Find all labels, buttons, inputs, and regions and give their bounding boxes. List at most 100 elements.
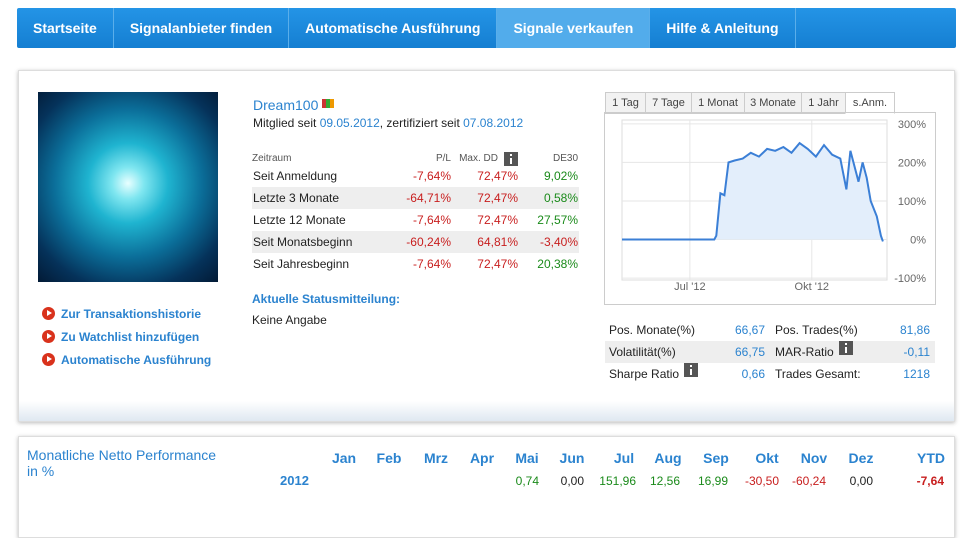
metric-label: Sharpe Ratio	[609, 363, 699, 385]
info-icon[interactable]	[838, 341, 853, 355]
area	[622, 143, 883, 242]
provider-name[interactable]: Dream100	[253, 97, 319, 113]
month-header: Mai	[515, 450, 539, 466]
stats-row: Letzte 12 Monate -7,64% 72,47% 27,57%	[252, 209, 579, 231]
stats-row: Seit Jahresbeginn -7,64% 72,47% 20,38%	[252, 253, 579, 275]
stat-value: 27,57%	[537, 213, 578, 227]
nav-bar: Startseite Signalanbieter finden Automatis…	[17, 8, 956, 48]
info-icon[interactable]	[504, 152, 518, 166]
stat-value: 72,47%	[477, 191, 518, 205]
action-link[interactable]: Zu Watchlist hinzufügen	[42, 329, 199, 345]
stat-value: 0,58%	[543, 191, 578, 205]
link-icon	[42, 330, 55, 343]
month-value: 0,74	[515, 474, 539, 488]
stat-label: Letzte 12 Monate	[253, 213, 346, 227]
metric-value: 81,86	[899, 323, 930, 337]
status-text: Keine Angabe	[252, 313, 327, 327]
stat-value: 20,38%	[537, 257, 578, 271]
status-title: Aktuelle Statusmitteilung:	[252, 292, 401, 306]
metric-label: Trades Gesamt:	[775, 367, 861, 381]
month-header: Jun	[559, 450, 585, 466]
month-header: Mrz	[423, 450, 449, 466]
panel-footer	[19, 401, 954, 421]
nav-item[interactable]: Startseite	[17, 8, 114, 48]
stat-value: 72,47%	[477, 257, 518, 271]
month-header: Nov	[800, 450, 828, 466]
stat-value: -7,64%	[412, 257, 451, 271]
stats-row: Seit Anmeldung -7,64% 72,47% 9,02%	[252, 165, 579, 187]
range-tab[interactable]: 3 Monate	[744, 92, 802, 114]
stat-value: 9,02%	[543, 169, 578, 183]
stat-label: Seit Anmeldung	[253, 169, 338, 183]
chart-frame	[604, 112, 936, 305]
stat-value: -64,71%	[406, 191, 451, 205]
stats-row: Letzte 3 Monate -64,71% 72,47% 0,58%	[252, 187, 579, 209]
nav-item[interactable]: Automatische Ausführung	[289, 8, 498, 48]
month-header: Jul	[613, 450, 635, 466]
range-tab[interactable]: 1 Monat	[691, 92, 745, 114]
range-tab[interactable]: 1 Tag	[605, 92, 646, 114]
header-cell: Zeitraum	[252, 153, 292, 164]
monthly-panel	[18, 436, 955, 538]
cert-date: 07.08.2012	[463, 116, 524, 130]
header-cell: Max. DD	[459, 153, 498, 164]
y-tick-label: 100%	[898, 196, 926, 208]
info-icon[interactable]	[684, 363, 699, 377]
month-header: Jan	[331, 450, 357, 466]
month-value: -60,24	[791, 474, 826, 488]
metric-value: 66,67	[734, 323, 765, 337]
action-link[interactable]: Automatische Ausführung	[42, 352, 211, 368]
cert-text: , zertifiziert seit	[379, 116, 460, 130]
month-header: Dez	[848, 450, 874, 466]
nav-item[interactable]: Hilfe & Anleitung	[650, 8, 796, 48]
metrics-row: Pos. Monate(%) 66,67 Pos. Trades(%) 81,86	[605, 319, 935, 341]
metric-label: Pos. Monate(%)	[609, 323, 696, 337]
metric-value: -0,11	[903, 345, 930, 359]
month-header: Apr	[469, 450, 495, 466]
range-tab[interactable]: 7 Tage	[645, 92, 692, 114]
x-tick-label: Jul '12	[674, 281, 705, 293]
stats-header: Zeitraum P/L Max. DD DE30	[252, 148, 579, 170]
y-tick-label: 200%	[898, 157, 926, 169]
link-text[interactable]: Zur Transaktionshistorie	[61, 307, 202, 321]
y-tick-label: 0%	[910, 235, 926, 247]
range-tab[interactable]: s.Anm.	[845, 92, 895, 114]
metric-label: MAR-Ratio	[775, 341, 853, 363]
nav-item[interactable]: Signale verkaufen	[497, 8, 651, 48]
action-link[interactable]: Zur Transaktionshistorie	[42, 306, 201, 322]
month-value: 12,56	[649, 474, 680, 488]
metrics-row: Sharpe Ratio 0,66 Trades Gesamt: 1218	[605, 363, 935, 385]
stat-label: Seit Jahresbeginn	[253, 257, 350, 271]
month-header: Sep	[703, 450, 729, 466]
stats-row: Seit Monatsbeginn -60,24% 64,81% -3,40%	[252, 231, 579, 253]
month-header: Feb	[376, 450, 402, 466]
link-text[interactable]: Automatische Ausführung	[61, 353, 212, 367]
link-icon	[42, 307, 55, 320]
month-value: 0,00	[560, 474, 584, 488]
link-text[interactable]: Zu Watchlist hinzufügen	[61, 330, 200, 344]
stat-value: 72,47%	[477, 213, 518, 227]
y-tick-label: 300%	[898, 119, 926, 131]
month-value: 16,99	[697, 474, 728, 488]
line	[622, 141, 884, 242]
stat-value: -3,40%	[539, 235, 578, 249]
header-cell: DE30	[552, 153, 578, 164]
y-tick-label: -100%	[894, 273, 926, 285]
stat-value: -7,64%	[412, 169, 451, 183]
chart: 300% 200% 100% 0% -100% Jul '12 Okt '12	[621, 119, 926, 293]
range-tab[interactable]: 1 Jahr	[801, 92, 846, 114]
stat-value: -7,64%	[412, 213, 451, 227]
header-cell: P/L	[435, 153, 451, 164]
month-header: Okt	[755, 450, 779, 466]
member-text: Mitglied seit	[253, 116, 317, 130]
avatar	[38, 92, 218, 282]
month-value: 0,00	[849, 474, 873, 488]
stat-value: -60,24%	[406, 235, 451, 249]
metric-value: 0,66	[741, 367, 765, 381]
stat-label: Letzte 3 Monate	[253, 191, 340, 205]
provider-icon	[322, 99, 334, 108]
stat-value: 72,47%	[477, 169, 518, 183]
year-label: 2012	[280, 473, 309, 488]
month-value: -7,64	[916, 474, 944, 488]
nav-item[interactable]: Signalanbieter finden	[114, 8, 290, 48]
